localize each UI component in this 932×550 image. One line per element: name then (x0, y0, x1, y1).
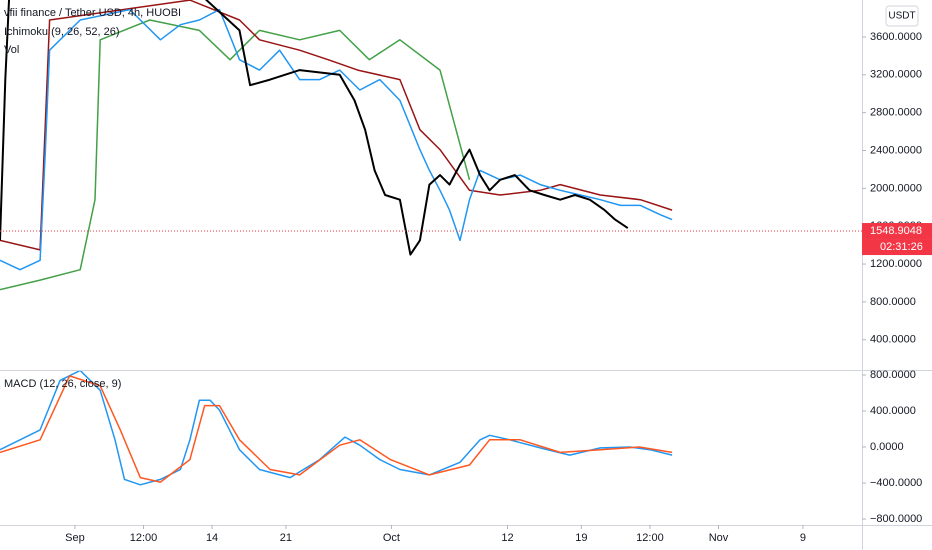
series-line (0, 375, 673, 483)
x-tick-label: 12 (501, 532, 513, 544)
y-tick-label: 1200.0000 (870, 258, 922, 270)
currency-button[interactable] (885, 5, 919, 27)
x-tick-label: Nov (709, 532, 729, 544)
axes: 400.0000800.00001200.00001600.00002000.0… (65, 31, 932, 544)
countdown-label: 02:31:26 (880, 241, 923, 253)
x-tick-label: 19 (575, 532, 587, 544)
volume-legend: Vol (4, 44, 19, 56)
series-line (0, 371, 673, 486)
x-tick-label: Oct (383, 532, 400, 544)
series-line (0, 8, 673, 271)
y-tick-label: 2800.0000 (870, 107, 922, 119)
symbol-title: vfii finance / Tether USD, 4h, HUOBI (4, 7, 181, 19)
currency-label[interactable]: USDT (888, 11, 915, 22)
last-price-box (862, 223, 932, 240)
price-pane (0, 0, 862, 291)
macd-legend: MACD (12, 26, close, 9) (4, 378, 121, 390)
x-tick-label: 9 (800, 532, 806, 544)
y-tick-label: 400.0000 (870, 405, 916, 417)
y-tick-label: 0.0000 (870, 441, 904, 453)
countdown-box (862, 239, 932, 256)
y-tick-label: 3200.0000 (870, 69, 922, 81)
series-line (0, 0, 673, 251)
y-tick-label: 3600.0000 (870, 31, 922, 43)
y-tick-label: −800.0000 (870, 513, 922, 525)
series-line (0, 0, 629, 256)
y-tick-label: 800.0000 (870, 296, 916, 308)
x-tick-label: 14 (206, 532, 218, 544)
x-tick-label: 21 (280, 532, 292, 544)
x-tick-label: 12:00 (636, 532, 664, 544)
y-tick-label: 400.0000 (870, 334, 916, 346)
y-tick-label: 800.0000 (870, 369, 916, 381)
macd-pane (0, 371, 673, 486)
x-tick-label: Sep (65, 532, 85, 544)
y-tick-label: −400.0000 (870, 477, 922, 489)
y-tick-label: 2400.0000 (870, 144, 922, 156)
ichimoku-legend: Ichimoku (9, 26, 52, 26) (4, 26, 120, 38)
x-tick-label: 12:00 (130, 532, 158, 544)
last-price-label: 1548.9048 (870, 225, 922, 237)
series-line (0, 19, 471, 291)
y-tick-label: 2000.0000 (870, 182, 922, 194)
